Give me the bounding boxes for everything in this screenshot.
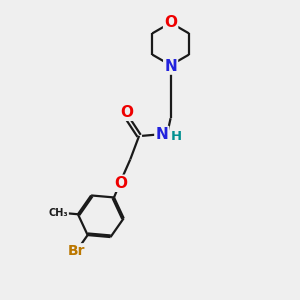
Text: N: N bbox=[155, 127, 168, 142]
Text: CH₃: CH₃ bbox=[49, 208, 68, 218]
Text: O: O bbox=[164, 15, 177, 30]
Text: O: O bbox=[114, 176, 128, 191]
Text: N: N bbox=[164, 58, 177, 74]
Text: H: H bbox=[171, 130, 182, 143]
Text: Br: Br bbox=[68, 244, 85, 258]
Text: O: O bbox=[120, 105, 133, 120]
